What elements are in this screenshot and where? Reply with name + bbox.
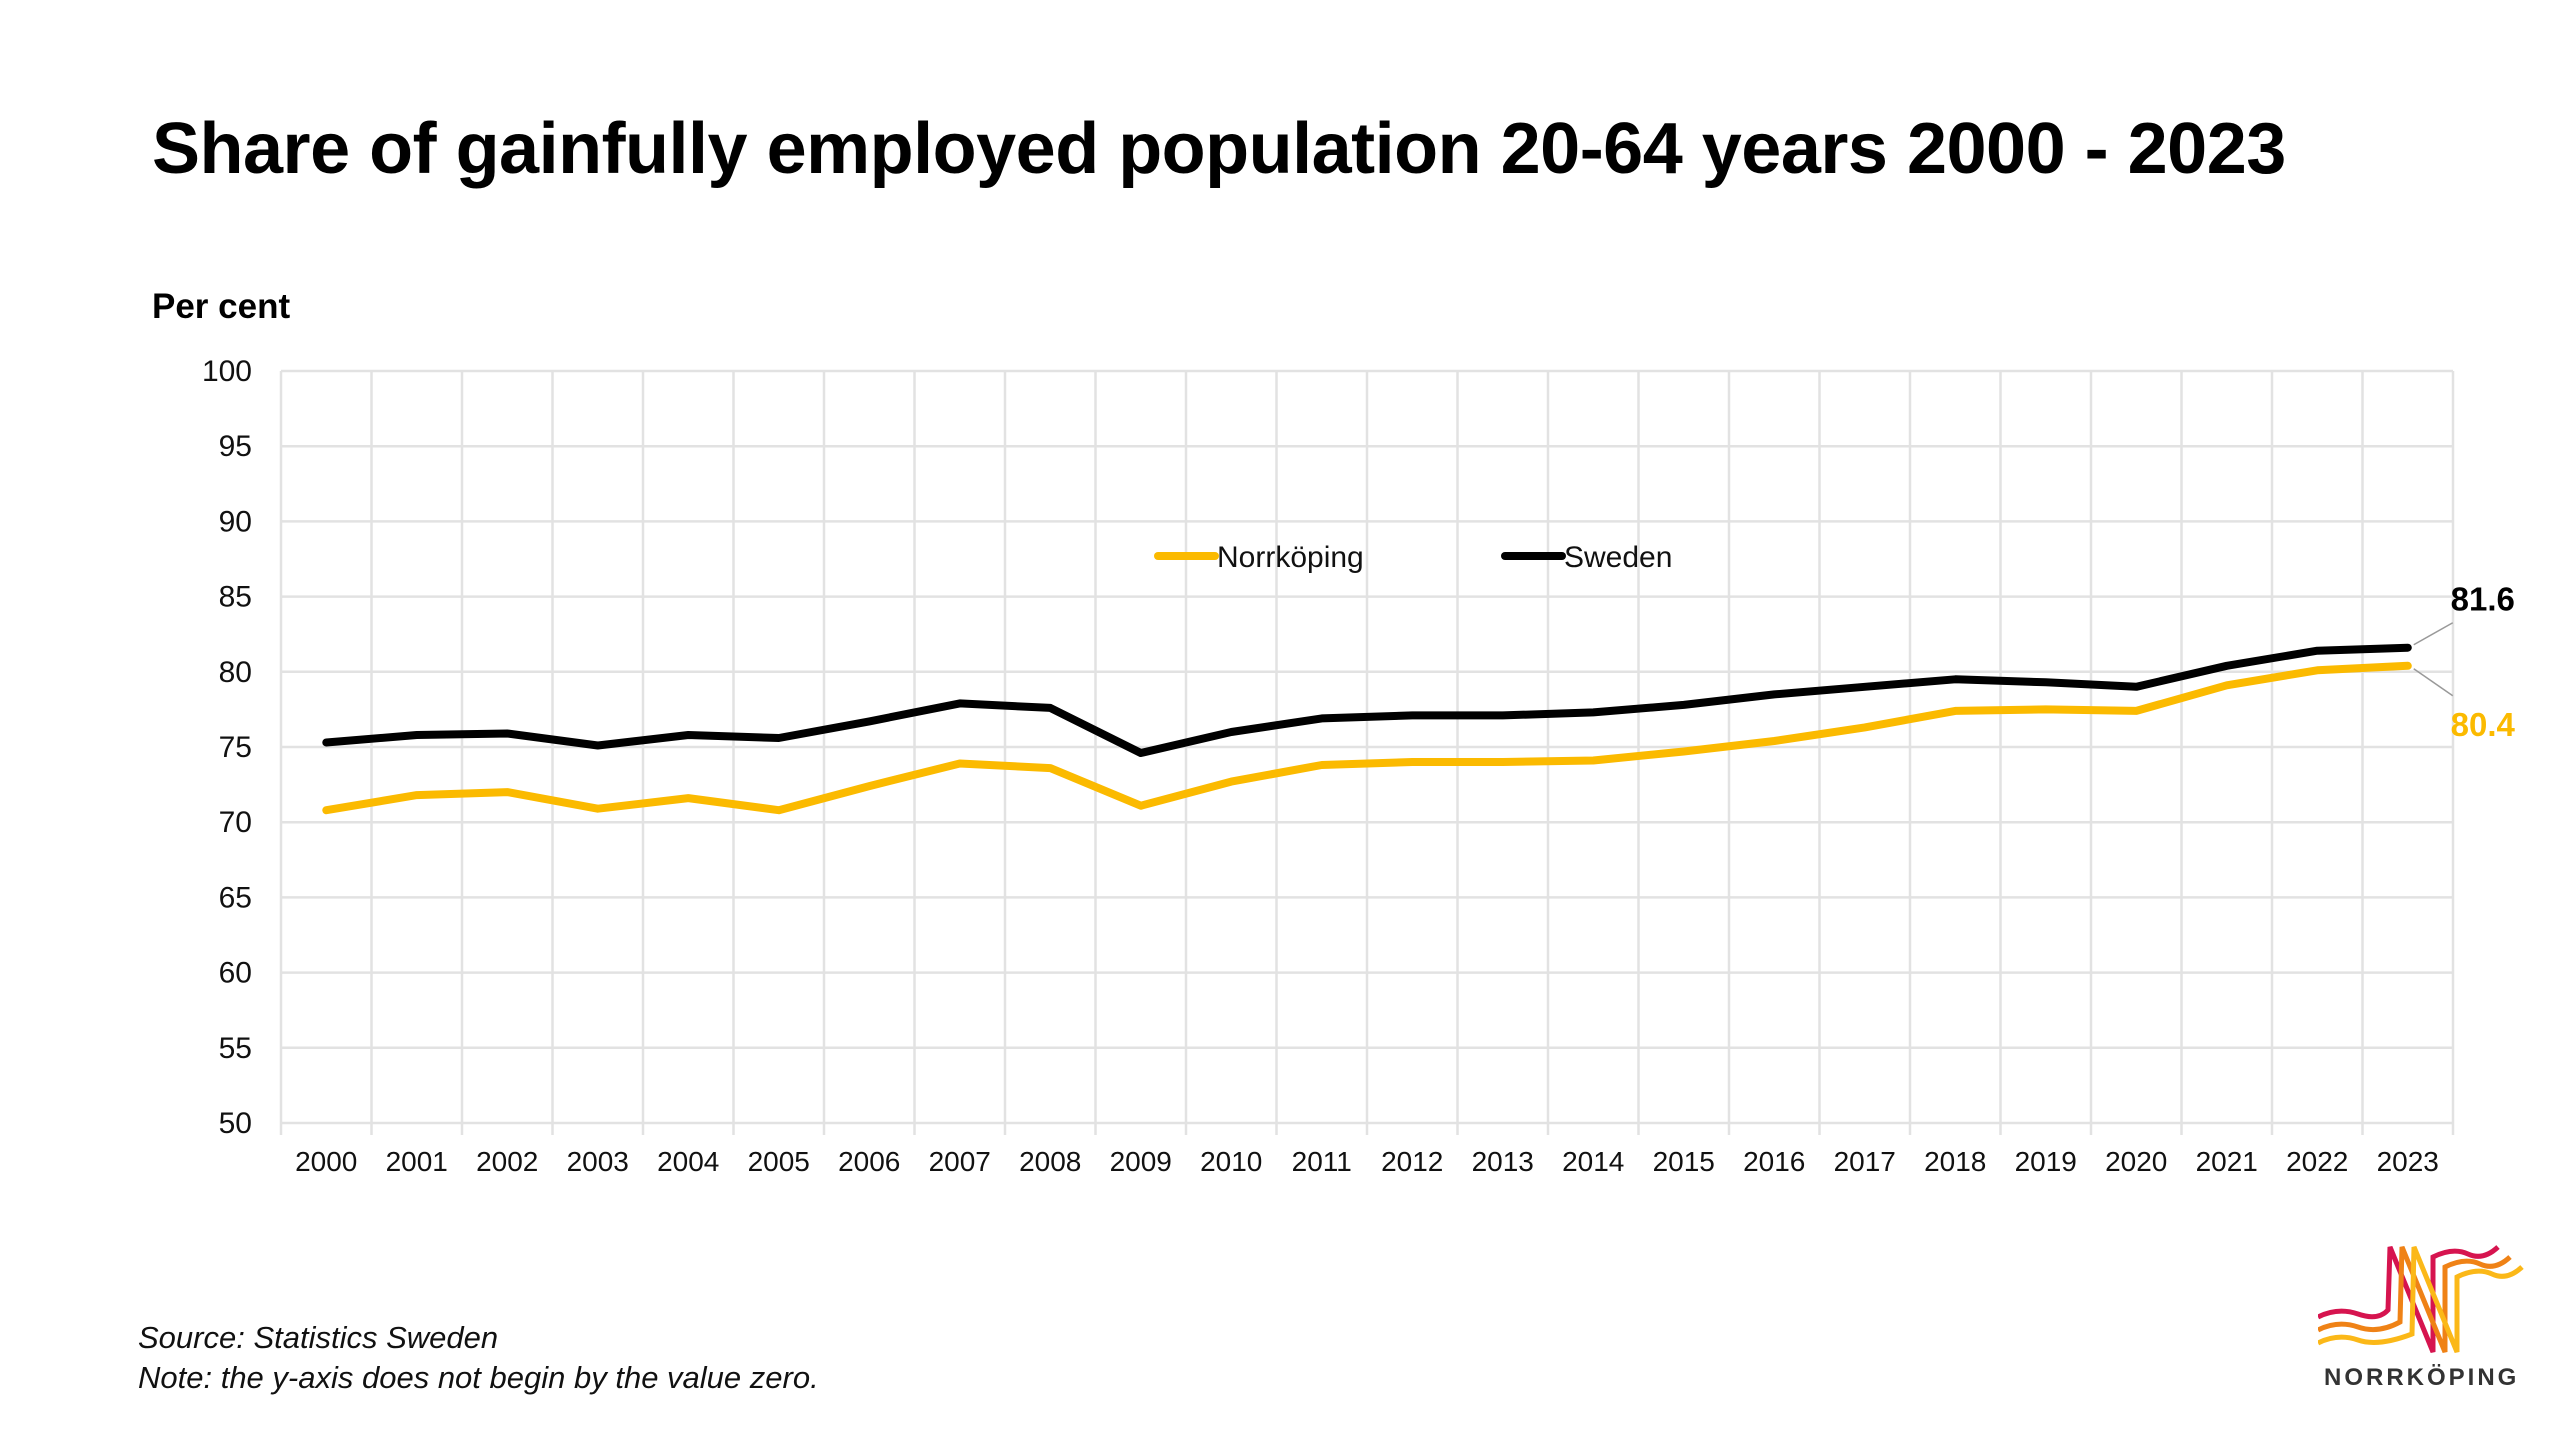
- legend-item-sweden: Sweden: [1501, 541, 1672, 574]
- x-tick-label: 2007: [929, 1146, 991, 1177]
- legend-label: Norrköping: [1217, 541, 1364, 574]
- x-tick-label: 2016: [1743, 1146, 1805, 1177]
- x-tick-label: 2008: [1019, 1146, 1081, 1177]
- x-tick-label: 2003: [567, 1146, 629, 1177]
- x-tick-label: 2001: [386, 1146, 448, 1177]
- legend: Norrköping Sweden: [1154, 541, 1672, 574]
- x-tick-label: 2015: [1653, 1146, 1715, 1177]
- x-tick-label: 2018: [1924, 1146, 1986, 1177]
- x-axis-ticks: 2000 2001 2002 2003 2004 2005 2006 2007 2008 2009…: [295, 1146, 2439, 1177]
- y-tick-label: 100: [202, 355, 252, 388]
- series-line-norrkping: [322, 661, 2412, 815]
- x-tick-label: 2011: [1292, 1146, 1352, 1177]
- legend-item-norrkping: Norrköping: [1154, 541, 1364, 574]
- x-tick-label: 2019: [2015, 1146, 2077, 1177]
- source-text: Source: Statistics Sweden: [138, 1320, 499, 1355]
- chart-title: Share of gainfully employed population 2…: [152, 109, 2286, 189]
- norrkoping-logo-icon: [2318, 1245, 2524, 1353]
- x-tick-label: 2012: [1381, 1146, 1443, 1177]
- series-lines: [322, 643, 2412, 815]
- x-tick-label: 2009: [1110, 1146, 1172, 1177]
- y-axis-label: Per cent: [152, 287, 291, 326]
- legend-label: Sweden: [1564, 541, 1672, 574]
- x-tick-label: 2010: [1200, 1146, 1262, 1177]
- y-tick-label: 55: [219, 1032, 252, 1065]
- x-tick-label: 2004: [657, 1146, 719, 1177]
- x-tick-label: 2006: [838, 1146, 900, 1177]
- y-tick-label: 80: [219, 656, 252, 689]
- x-tick-label: 2014: [1562, 1146, 1624, 1177]
- end-value-label: 81.6: [2451, 581, 2515, 618]
- x-tick-label: 2005: [748, 1146, 810, 1177]
- logo-wordmark: NORRKÖPING: [2324, 1364, 2520, 1391]
- y-tick-label: 75: [219, 731, 252, 764]
- y-tick-label: 90: [219, 505, 252, 538]
- x-tick-label: 2022: [2286, 1146, 2348, 1177]
- x-tick-label: 2013: [1472, 1146, 1534, 1177]
- note-text: Note: the y-axis does not begin by the v…: [138, 1360, 819, 1395]
- series-line-sweden: [322, 643, 2412, 757]
- x-tick-label: 2023: [2377, 1146, 2439, 1177]
- x-tick-label: 2002: [476, 1146, 538, 1177]
- y-tick-label: 65: [219, 881, 252, 914]
- footer-notes: Source: Statistics Sweden Note: the y-ax…: [138, 1318, 819, 1398]
- gridlines: [279, 369, 2455, 1135]
- end-value-label: 80.4: [2451, 706, 2516, 743]
- y-tick-label: 70: [219, 806, 252, 839]
- x-tick-label: 2021: [2196, 1146, 2258, 1177]
- y-axis-ticks: 100 95 90 85 80 75 70 65 60 55 50: [202, 355, 252, 1140]
- y-tick-label: 95: [219, 430, 252, 463]
- label-leader-line: [2413, 668, 2454, 697]
- y-tick-label: 85: [219, 581, 252, 614]
- y-tick-label: 50: [219, 1107, 252, 1140]
- x-tick-label: 2020: [2105, 1146, 2167, 1177]
- y-tick-label: 60: [219, 957, 252, 990]
- label-leader-line: [2413, 622, 2454, 646]
- x-tick-label: 2000: [295, 1146, 357, 1177]
- end-labels: 80.4 81.6: [2413, 581, 2516, 743]
- x-tick-label: 2017: [1834, 1146, 1896, 1177]
